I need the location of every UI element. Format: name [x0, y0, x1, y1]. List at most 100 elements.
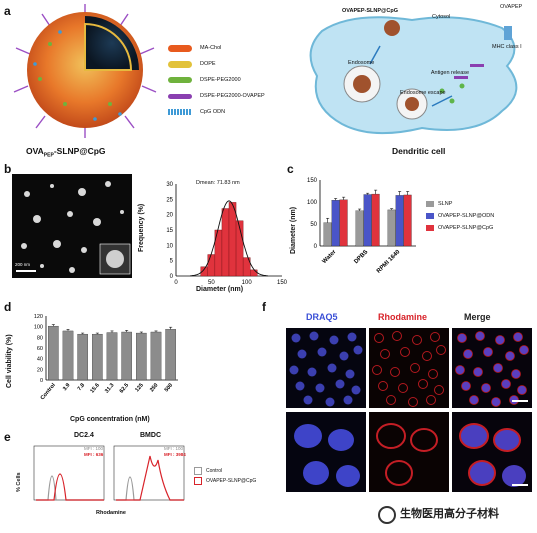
x-tick-label: 0	[174, 280, 178, 286]
diameter-bar-chart: 0 50 100 150 Water DPBS RPMI 1640	[307, 178, 416, 275]
rhodamine-ring	[412, 335, 422, 345]
merged-cell	[455, 365, 465, 375]
rhodamine-ring	[436, 345, 446, 355]
bar	[331, 200, 340, 247]
bar	[92, 333, 103, 381]
bar	[403, 194, 412, 247]
y-tick-label: 120	[34, 314, 43, 320]
mfi-sample-dc24: MFI : 636	[84, 452, 104, 457]
rhodamine-ring	[374, 333, 384, 343]
legend-item: DSPE-PEG2000-OVAPEP	[168, 88, 288, 104]
endosome-label: Endosome	[348, 60, 375, 66]
tem-image: 200 nm	[12, 174, 132, 278]
merged-cell	[495, 335, 505, 345]
hist-xlabel: Diameter (nm)	[196, 286, 244, 293]
y-tick-label: 40	[37, 357, 43, 363]
mfi-sample-bmdc: MFI : 3984	[164, 452, 186, 457]
mfi-control-dc24: MFI : 100	[84, 446, 104, 451]
merged-cell	[461, 381, 471, 391]
flow-legend-item: Control	[194, 466, 256, 476]
x-tick-label: 125	[134, 382, 145, 393]
c-legend: SLNP OVAPEP-SLNP@ODN OVAPEP-SLNP@CpG	[426, 198, 494, 234]
nucleus-dot	[347, 332, 357, 342]
x-tick-label: 31.3	[104, 382, 115, 394]
nucleus-dot	[315, 383, 325, 393]
merged-cell	[463, 349, 473, 359]
rhodamine-ring	[398, 383, 408, 393]
panel-label-d: d	[4, 300, 12, 314]
x-tick-label: 250	[149, 382, 160, 393]
merged-cell	[491, 397, 501, 407]
y-tick-label: 50	[310, 222, 317, 228]
mhc-label: MHC class I	[492, 44, 522, 50]
dope-icon	[168, 60, 192, 68]
x-tick-label: Control	[40, 382, 57, 401]
nucleus-dot	[309, 331, 319, 341]
rhodamine-ring	[372, 365, 382, 375]
flow-legend: Control OVAPEP-SLNP@CpG	[194, 466, 256, 486]
wechat-icon	[378, 506, 396, 524]
x-tick-label: DPBS	[353, 249, 369, 265]
bar	[371, 193, 380, 247]
size-histogram: 0 50 100 150 0 5 10 15 20 25 30	[166, 182, 288, 286]
swatch-icon	[426, 213, 434, 219]
rhodamine-ring	[418, 379, 428, 389]
nucleus-dot	[351, 385, 361, 395]
antigen-release-label: Antigen release	[430, 70, 470, 76]
rhodamine-zoom	[369, 412, 449, 492]
rhodamine-ring	[426, 395, 436, 405]
nucleus-dot	[303, 395, 313, 405]
bar	[48, 325, 59, 381]
bar	[323, 222, 332, 247]
hist-bar	[207, 254, 216, 277]
rhodamine-ring	[422, 351, 432, 361]
nanoparticle-title: OVAPEP-SLNP@CpG	[26, 146, 106, 159]
x-tick-label: 150	[277, 280, 288, 286]
flow-ylabel: % Cells	[16, 472, 22, 492]
swatch-icon	[194, 477, 202, 485]
bar	[121, 331, 132, 381]
x-tick-label: 50	[208, 280, 215, 286]
rhodamine-ring	[434, 385, 444, 395]
hist-ylabel: Frequency (%)	[138, 203, 145, 252]
viability-bar-chart: 0 20 40 60 80 100 120 Control 3.9 7.8 15.6 31.3 62.5…	[34, 314, 178, 401]
merged-cell	[475, 331, 485, 341]
component-legend: MA-Chol DOPE DSPE-PEG2000 DSPE-PEG2000-O…	[168, 40, 288, 120]
nucleus-dot	[345, 369, 355, 379]
x-tick-label: 15.6	[89, 382, 100, 394]
nucleus-dot	[291, 333, 301, 343]
bar	[355, 210, 364, 247]
swatch-icon	[426, 225, 434, 231]
x-tick-label: 100	[242, 280, 253, 286]
nucleus-dot	[343, 395, 353, 405]
bar	[363, 194, 372, 247]
hist-bar	[228, 202, 237, 277]
y-tick-label: 60	[37, 346, 43, 352]
flow-histograms	[33, 445, 185, 501]
y-tick-label: 100	[34, 325, 43, 331]
merged-cell	[501, 379, 511, 389]
bar	[62, 330, 74, 381]
cell-particle-label: OVAPEP-SLNP@CpG	[342, 8, 398, 14]
nucleus-dot	[353, 345, 363, 355]
hist-bar	[249, 269, 258, 277]
y-tick-label: 100	[307, 200, 318, 206]
rhodamine-ring	[430, 332, 440, 342]
y-tick-label: 5	[170, 259, 174, 265]
y-tick-label: 25	[166, 197, 173, 203]
rhodamine-ring	[390, 367, 400, 377]
nanoparticle-dots	[16, 181, 131, 275]
panel-label-a: a	[4, 4, 11, 18]
mfi-control-bmdc: MFI : 100	[164, 446, 184, 451]
col-title-draq5: DRAQ5	[306, 312, 338, 322]
flow-legend-item: OVAPEP-SLNP@CpG	[194, 476, 256, 486]
y-tick-label: 150	[307, 178, 318, 184]
merged-cell	[517, 385, 527, 395]
rhodamine-ring	[400, 347, 410, 357]
x-tick-label: 62.5	[119, 382, 130, 394]
col-title-merge: Merge	[464, 312, 491, 322]
y-tick-label: 30	[166, 182, 173, 188]
bar	[395, 195, 404, 247]
c-ylabel: Diameter (nm)	[290, 206, 297, 254]
legend-item: MA-Chol	[168, 40, 288, 56]
